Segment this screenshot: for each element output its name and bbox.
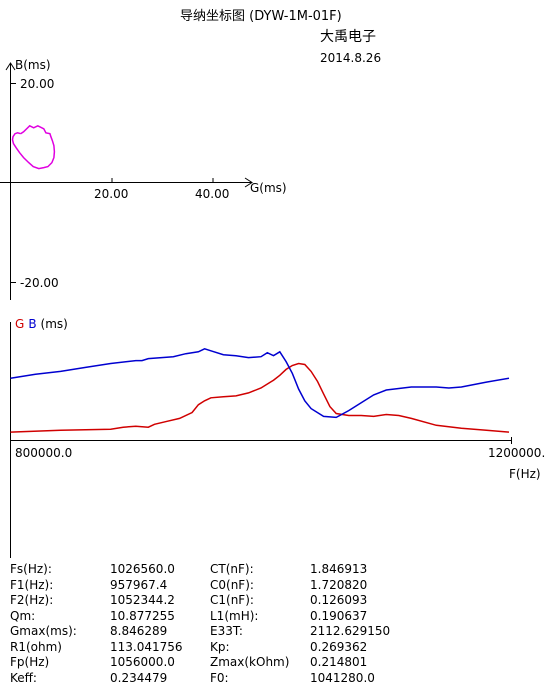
b-series-line — [10, 347, 510, 419]
company-name: 大禹电子 — [320, 29, 376, 45]
parameter-table: Fs(Hz): 1026560.0 CT(nF): 1.846913 F1(Hz): 9… — [10, 562, 530, 686]
param-row: Fs(Hz): 1026560.0 CT(nF): 1.846913 — [10, 562, 530, 578]
sweep-axes — [10, 322, 512, 558]
param-row: F1(Hz): 957967.4 C0(nF): 1.720820 — [10, 578, 530, 594]
report-date: 2014.8.26 — [320, 51, 382, 65]
sweep-x-label: F(Hz) — [509, 467, 541, 481]
param-name: L1(mH): — [210, 608, 259, 623]
param-name: Kp: — [210, 639, 230, 654]
admittance-y-arrow — [5, 62, 16, 71]
param-name: E33T: — [210, 624, 243, 638]
param-value: 1.720820 — [310, 577, 368, 592]
legend-b: B — [28, 317, 36, 331]
param-value: 0.214801 — [310, 655, 368, 669]
param-value: 0.190637 — [310, 608, 368, 623]
admittance-y-label: B(ms) — [15, 58, 51, 72]
sweep-chart-title: G B (ms) — [15, 317, 68, 331]
param-value: 1026560.0 — [110, 562, 175, 576]
param-name: Fs(Hz): — [10, 562, 52, 576]
param-name: Zmax(kOhm) — [210, 655, 290, 669]
x-tick-label: 20.00 — [94, 187, 128, 201]
admittance-x-label: G(ms) — [250, 181, 287, 195]
page-title: 导纳坐标图 (DYW-1M-01F) — [180, 9, 342, 24]
param-value: 10.877255 — [110, 608, 175, 623]
param-name: R1(ohm) — [10, 639, 62, 654]
legend-unit: (ms) — [41, 317, 68, 331]
param-value: 113.041756 — [110, 639, 183, 654]
param-name: Keff: — [10, 670, 37, 685]
param-row: Keff: 0.234479 F0: 1041280.0 — [10, 671, 530, 687]
sweep-x-tick-start: 800000.0 — [15, 446, 72, 460]
x-tick-label: 40.00 — [195, 187, 229, 201]
param-name: Gmax(ms): — [10, 624, 77, 638]
param-value: 1056000.0 — [110, 655, 175, 669]
param-value: 957967.4 — [110, 577, 168, 592]
y-tick-label: 20.00 — [20, 77, 54, 91]
admittance-circle-series — [11, 124, 56, 170]
param-name: CT(nF): — [210, 562, 254, 576]
param-name: C0(nF): — [210, 577, 254, 592]
param-name: Qm: — [10, 608, 36, 623]
param-value: 0.269362 — [310, 639, 368, 654]
param-name: Fp(Hz) — [10, 655, 50, 669]
admittance-ticks — [10, 83, 214, 283]
param-value: 2112.629150 — [310, 624, 391, 638]
param-row: R1(ohm) 113.041756 Kp: 0.269362 — [10, 640, 530, 656]
param-row: Gmax(ms): 8.846289 E33T: 2112.629150 — [10, 624, 530, 640]
legend-g: G — [15, 317, 24, 331]
param-value: 1041280.0 — [310, 670, 375, 685]
admittance-x-arrow — [244, 177, 253, 188]
param-value: 1.846913 — [310, 562, 368, 576]
param-row: Qm: 10.877255 L1(mH): 0.190637 — [10, 609, 530, 625]
param-row: Fp(Hz) 1056000.0 Zmax(kOhm) 0.214801 — [10, 655, 530, 671]
g-series-line — [10, 362, 510, 433]
param-value: 8.846289 — [110, 624, 168, 638]
charts-canvas: B(ms) G(ms) 20.00 40.00 20.00 -20.00 G B(… — [0, 58, 545, 558]
param-name: F1(Hz): — [10, 577, 54, 592]
param-name: F0: — [210, 670, 229, 685]
y-tick-label: -20.00 — [20, 276, 59, 290]
param-value: 0.126093 — [310, 593, 368, 607]
admittance-axes — [0, 62, 253, 300]
param-value: 0.234479 — [110, 670, 168, 685]
param-row: F2(Hz): 1052344.2 C1(nF): 0.126093 — [10, 593, 530, 609]
param-name: C1(nF): — [210, 593, 254, 607]
sweep-x-tick-end: 1200000. — [488, 446, 545, 460]
param-name: F2(Hz): — [10, 593, 54, 607]
param-value: 1052344.2 — [110, 593, 175, 607]
